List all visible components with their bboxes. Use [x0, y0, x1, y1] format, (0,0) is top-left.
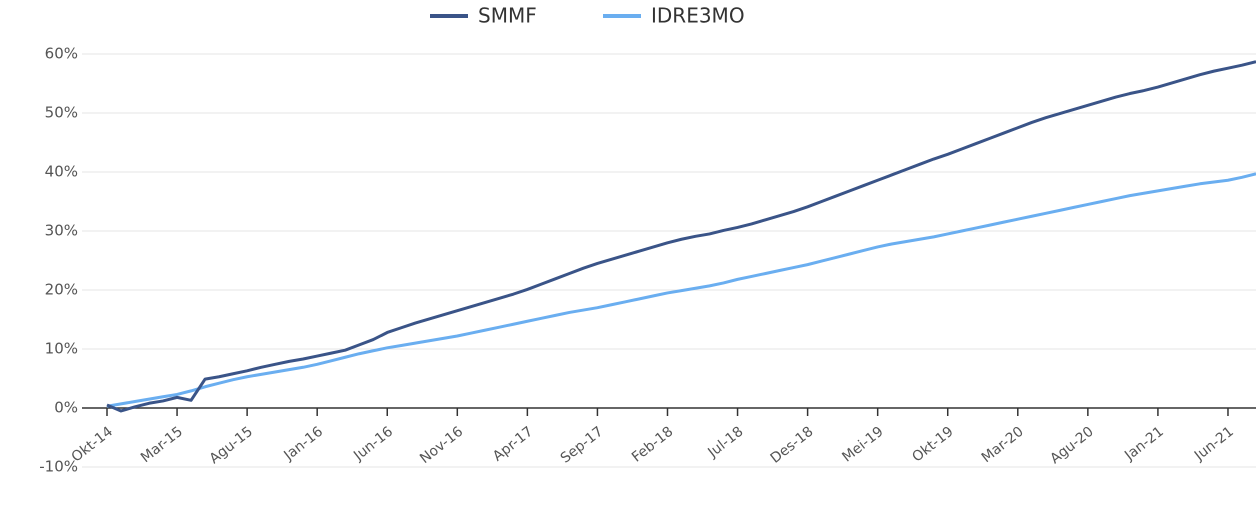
y-tick-label: 20%: [45, 281, 78, 299]
x-tick-label: Mar-15: [138, 424, 186, 466]
y-tick-label: 60%: [45, 45, 78, 63]
x-tick-label: Feb-18: [629, 424, 676, 466]
x-tick-label: Jun-16: [350, 424, 396, 465]
y-tick-label: 40%: [45, 163, 78, 181]
y-tick-label: 30%: [45, 222, 78, 240]
x-tick-label: Des-18: [768, 424, 817, 467]
y-tick-label: 0%: [54, 399, 78, 417]
legend-text: IDRE3MO: [651, 4, 745, 28]
x-tick-label: Mei-19: [839, 424, 886, 466]
x-tick-label: Agu-20: [1047, 424, 1096, 468]
y-tick-label: 50%: [45, 104, 78, 122]
x-tick-label: Agu-15: [207, 424, 256, 468]
x-tick-label: Mar-20: [979, 424, 1027, 466]
y-tick-label: -10%: [39, 458, 78, 476]
x-tick-label: Sep-17: [558, 424, 607, 467]
x-tick-label: Jan-21: [1121, 424, 1167, 465]
x-tick-label: Okt-14: [69, 424, 116, 466]
series-line: [106, 60, 1256, 413]
y-tick-label: 10%: [45, 340, 78, 358]
x-tick-label: Jan-16: [280, 424, 326, 465]
x-tick-label: Okt-19: [909, 424, 956, 466]
x-tick-label: Nov-16: [417, 424, 466, 467]
x-tick-label: Jun-21: [1191, 424, 1237, 465]
legend-text: SMMF: [478, 4, 537, 28]
x-tick-label: Jul-18: [704, 424, 746, 462]
series-line: [106, 172, 1256, 408]
x-tick-label: Apr-17: [490, 424, 536, 465]
